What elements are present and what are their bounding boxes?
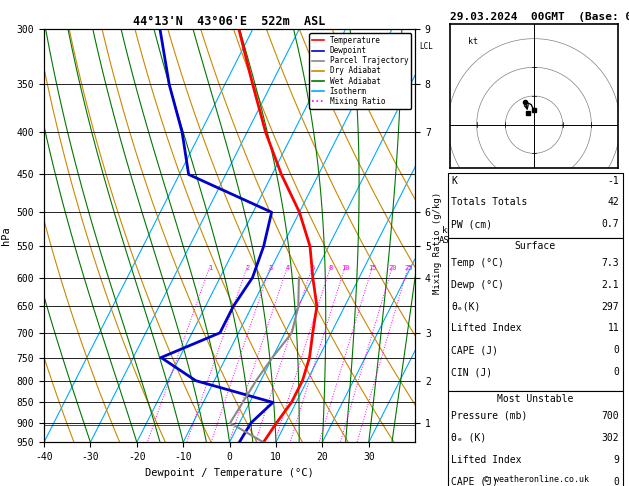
Text: 3: 3 (269, 265, 273, 271)
Text: 1: 1 (208, 265, 213, 271)
Text: Mixing Ratio (g/kg): Mixing Ratio (g/kg) (433, 192, 442, 294)
Text: PW (cm): PW (cm) (452, 219, 493, 229)
Text: 29.03.2024  00GMT  (Base: 06): 29.03.2024 00GMT (Base: 06) (450, 12, 629, 22)
Y-axis label: km
ASL: km ASL (439, 226, 455, 245)
Text: Totals Totals: Totals Totals (452, 197, 528, 208)
Text: -1: -1 (608, 175, 619, 186)
Y-axis label: hPa: hPa (1, 226, 11, 245)
Text: θₑ (K): θₑ (K) (452, 433, 487, 443)
Text: θₑ(K): θₑ(K) (452, 301, 481, 312)
Text: 8: 8 (329, 265, 333, 271)
Text: kt: kt (468, 37, 478, 46)
Text: 20: 20 (389, 265, 397, 271)
Text: 15: 15 (369, 265, 377, 271)
Text: CAPE (J): CAPE (J) (452, 345, 498, 355)
Text: 7.3: 7.3 (601, 258, 619, 268)
Text: 700: 700 (601, 411, 619, 421)
Text: 42: 42 (608, 197, 619, 208)
Bar (448, 391, 623, 486)
Text: 0: 0 (613, 367, 619, 377)
Text: Lifted Index: Lifted Index (452, 455, 522, 465)
Text: 0.7: 0.7 (601, 219, 619, 229)
Title: 44°13'N  43°06'E  522m  ASL: 44°13'N 43°06'E 522m ASL (133, 15, 326, 28)
Text: LCL: LCL (419, 42, 433, 51)
Text: 302: 302 (601, 433, 619, 443)
Text: 25: 25 (404, 265, 413, 271)
Text: Surface: Surface (515, 241, 556, 251)
Text: 2.1: 2.1 (601, 279, 619, 290)
Text: K: K (452, 175, 457, 186)
Text: 2: 2 (245, 265, 250, 271)
Text: Temp (°C): Temp (°C) (452, 258, 504, 268)
Text: 10: 10 (342, 265, 350, 271)
Text: 6: 6 (311, 265, 315, 271)
Text: © weatheronline.co.uk: © weatheronline.co.uk (484, 474, 589, 484)
Text: 0: 0 (613, 476, 619, 486)
Text: CAPE (J): CAPE (J) (452, 476, 498, 486)
Text: 9: 9 (613, 455, 619, 465)
Text: 0: 0 (613, 345, 619, 355)
Bar (448, 173, 623, 238)
Text: 297: 297 (601, 301, 619, 312)
Legend: Temperature, Dewpoint, Parcel Trajectory, Dry Adiabat, Wet Adiabat, Isotherm, Mi: Temperature, Dewpoint, Parcel Trajectory… (309, 33, 411, 109)
X-axis label: Dewpoint / Temperature (°C): Dewpoint / Temperature (°C) (145, 468, 314, 478)
Text: 4: 4 (286, 265, 290, 271)
Bar (448, 238, 623, 391)
Text: 11: 11 (608, 324, 619, 333)
Text: Dewp (°C): Dewp (°C) (452, 279, 504, 290)
Text: CIN (J): CIN (J) (452, 367, 493, 377)
Text: Pressure (mb): Pressure (mb) (452, 411, 528, 421)
Text: Lifted Index: Lifted Index (452, 324, 522, 333)
Text: Most Unstable: Most Unstable (497, 394, 574, 404)
